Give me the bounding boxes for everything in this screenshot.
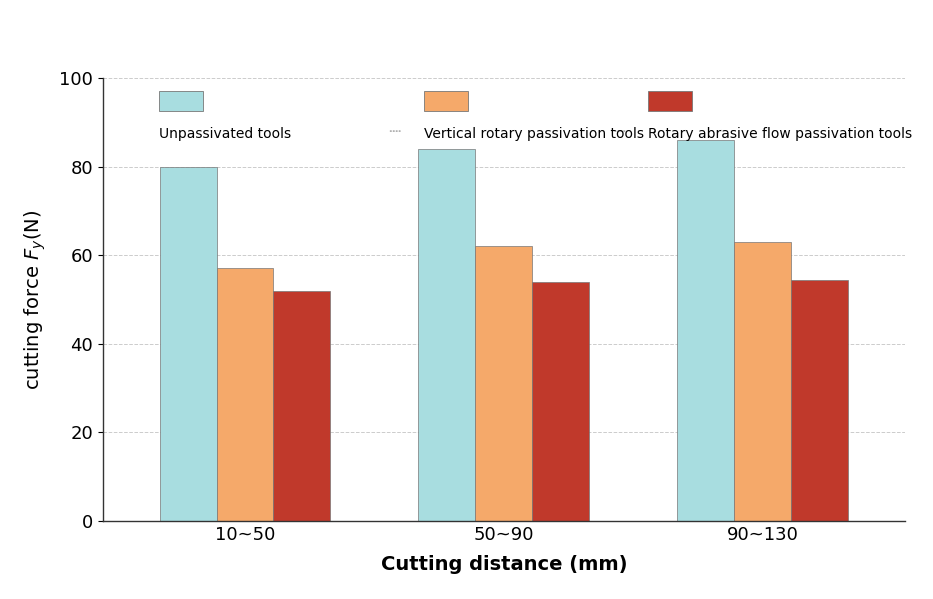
Bar [160,167,216,521]
Text: Rotary abrasive flow passivation tools: Rotary abrasive flow passivation tools [648,126,912,141]
Bar [418,149,475,521]
Bar [475,246,533,521]
Bar [677,140,734,521]
Bar [216,268,273,521]
Bar [791,280,848,521]
Bar [734,242,791,521]
FancyBboxPatch shape [424,91,467,111]
Y-axis label: cutting force $F_{y}$(N): cutting force $F_{y}$(N) [22,209,48,390]
Bar [533,282,590,521]
Bar [273,291,330,521]
FancyBboxPatch shape [648,91,692,111]
Text: Vertical rotary passivation tools: Vertical rotary passivation tools [424,126,644,141]
Text: Unpassivated tools: Unpassivated tools [159,126,291,141]
FancyBboxPatch shape [159,91,203,111]
X-axis label: Cutting distance (mm): Cutting distance (mm) [381,555,627,574]
